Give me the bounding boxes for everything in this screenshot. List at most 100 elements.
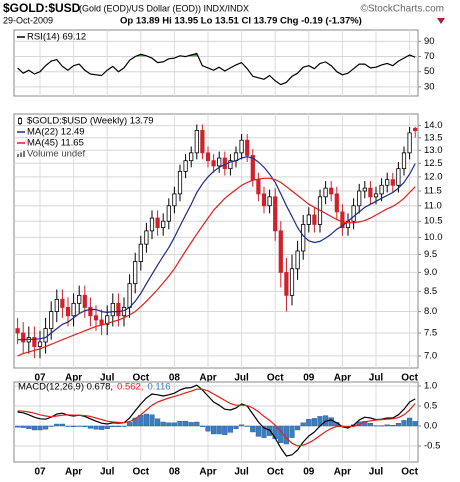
- legend-icon: [18, 118, 22, 124]
- candle-body: [172, 193, 177, 207]
- bar: [272, 425, 278, 440]
- x-tick-label: 09: [303, 373, 315, 384]
- x-tick-label: 09: [303, 467, 315, 478]
- candle-body: [340, 211, 345, 229]
- bar: [166, 422, 172, 427]
- x-tick-label: Apr: [199, 467, 216, 478]
- y-tick-label: 13.0: [424, 145, 443, 156]
- candle-body: [407, 132, 412, 154]
- bar: [20, 425, 26, 428]
- candle-body: [278, 230, 283, 273]
- bar: [160, 421, 166, 427]
- candle-body: [396, 168, 401, 186]
- x-tick-label: Jul: [369, 467, 384, 478]
- bar: [227, 425, 234, 433]
- candle-body: [88, 307, 93, 317]
- x-tick-label: Jul: [100, 467, 115, 478]
- candle-body: [385, 179, 390, 186]
- plot: [14, 382, 418, 462]
- quote: Op 13.89 Hi 13.95 Lo 13.51 Cl 13.79 Chg …: [120, 16, 362, 27]
- candle-body: [99, 319, 104, 325]
- bar: [138, 415, 144, 427]
- candle-body: [77, 294, 82, 304]
- bar: [154, 418, 161, 427]
- line: [17, 384, 416, 457]
- candle-body: [144, 230, 149, 245]
- bar: [132, 417, 138, 427]
- x-tick-label: Oct: [401, 373, 418, 384]
- candle-body: [161, 220, 166, 229]
- candle-body: [43, 328, 48, 343]
- bar: [283, 425, 290, 445]
- y-tick-label: -0.5: [424, 441, 440, 452]
- legend-icon: [17, 154, 19, 157]
- candle-body: [301, 224, 306, 252]
- bar: [37, 425, 43, 431]
- bar: [289, 425, 295, 438]
- bar: [295, 425, 301, 431]
- candle-body: [323, 187, 328, 198]
- candle-body: [401, 152, 407, 170]
- candle-body: [222, 157, 227, 170]
- x-tick-label: Jul: [234, 373, 249, 384]
- y-tick-label: 12.0: [424, 171, 443, 182]
- candle-body: [245, 139, 250, 156]
- y-tick-label: 8.5: [424, 286, 437, 297]
- x-tick-label: 07: [34, 373, 46, 384]
- candle-body: [357, 190, 362, 207]
- candle-body: [329, 187, 334, 195]
- candle-body: [362, 187, 367, 192]
- bar: [373, 425, 379, 427]
- candle-body: [37, 341, 43, 347]
- x-tick-label: Oct: [267, 373, 284, 384]
- bar: [65, 425, 71, 427]
- bar: [261, 425, 267, 438]
- bar: [401, 420, 407, 427]
- legend-icon: [23, 151, 25, 157]
- candle-body: [166, 205, 171, 222]
- line: [17, 177, 416, 357]
- candle-body: [351, 205, 356, 222]
- bar: [233, 425, 239, 429]
- plot-area: [14, 114, 418, 368]
- bar: [255, 425, 262, 437]
- source: ©StockCharts.com: [360, 4, 444, 15]
- bar: [76, 425, 82, 427]
- bar: [278, 425, 284, 443]
- plot: [14, 114, 418, 368]
- legend-label: 0.116: [147, 382, 170, 393]
- y-tick-label: 90: [424, 36, 435, 47]
- down-triangle: [437, 18, 445, 24]
- x-tick-label: Apr: [65, 373, 82, 384]
- x-tick-label: 08: [169, 373, 181, 384]
- candle-body: [71, 302, 76, 317]
- bar: [43, 425, 49, 430]
- bar: [238, 424, 245, 427]
- candle-body: [194, 130, 199, 154]
- candle-body: [127, 283, 132, 308]
- candle-body: [217, 157, 222, 167]
- y-tick-label: 70: [424, 51, 435, 62]
- candle-body: [373, 193, 379, 198]
- x-tick-label: Jul: [369, 373, 384, 384]
- x-tick-label: Apr: [334, 467, 351, 478]
- y-tick-label: 8.0: [424, 306, 437, 317]
- candle-body: [32, 337, 37, 347]
- x-tick-label: Apr: [65, 467, 82, 478]
- bar: [199, 425, 206, 428]
- candle-body: [379, 184, 384, 195]
- bar: [300, 422, 306, 427]
- date: 29-Oct-2009: [3, 15, 53, 25]
- chart-title: $GOLD:$USD: [3, 1, 81, 15]
- bar: [126, 422, 133, 427]
- bar: [98, 425, 105, 430]
- bar: [250, 425, 256, 433]
- bar: [87, 425, 94, 429]
- bar: [177, 421, 183, 427]
- legend-label: MA(22) 12.49: [27, 127, 85, 138]
- line: [17, 388, 416, 447]
- x-tick-label: 08: [169, 467, 181, 478]
- x-tick-label: Apr: [199, 373, 216, 384]
- candle-body: [306, 214, 311, 225]
- bar: [14, 425, 21, 428]
